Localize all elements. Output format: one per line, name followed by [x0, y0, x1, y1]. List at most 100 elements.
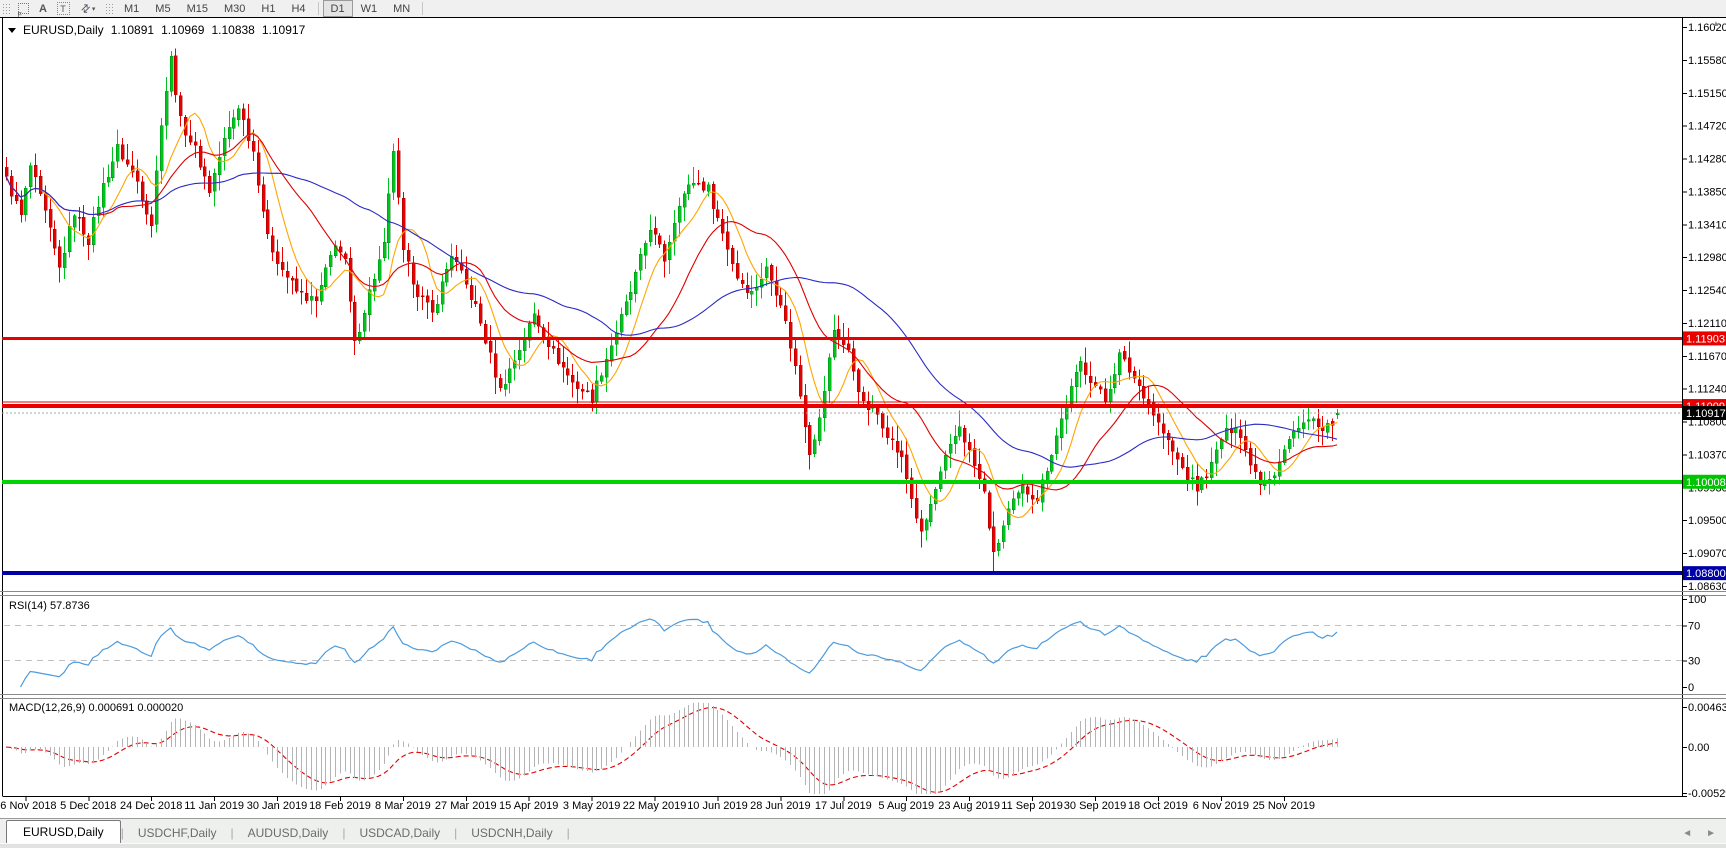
chart-dropdown-icon[interactable]: [8, 27, 16, 33]
rsi-axis-tick: 100: [1688, 594, 1706, 606]
ohlc-high: 1.10969: [161, 23, 205, 37]
text-a-tool-icon[interactable]: A: [39, 2, 47, 15]
price-axis-tick: 1.13850: [1688, 186, 1726, 198]
date-axis: 16 Nov 2018 5 Dec 2018 24 Dec 2018 11 Jan 2…: [0, 797, 1315, 812]
tabs-scroll-right-icon[interactable]: ►: [1706, 828, 1716, 839]
date-axis-label: 25 Nov 2019: [1253, 800, 1315, 812]
text-box-tool-icon[interactable]: T: [53, 1, 73, 16]
tabs-scroll-left-icon[interactable]: ◄: [1682, 828, 1693, 839]
date-axis-label: 11 Sep 2019: [1001, 800, 1063, 812]
macd-axis-tick: -0.005299: [1688, 788, 1726, 800]
macd-indicator-label: MACD(12,26,9) 0.000691 0.000020: [9, 702, 184, 714]
price-badge: 1.10008: [1683, 474, 1726, 489]
tab-separator: |: [230, 826, 234, 840]
chart-background: [0, 17, 1726, 818]
timeframe-button-m15[interactable]: M15: [186, 2, 208, 15]
ohlc-open: 1.10891: [110, 23, 155, 37]
price-badge: 1.11903: [1683, 331, 1726, 346]
date-axis-label: 10 Jun 2019: [687, 800, 748, 812]
tab-separator: |: [342, 826, 346, 840]
price-axis-tick: 1.15580: [1688, 55, 1726, 67]
window-resize-strip: [0, 843, 1726, 848]
symbol-tab-bar: EURUSD,Daily | USDCHF,Daily | AUDUSD,Daily | U…: [0, 818, 1726, 844]
price-axis-tick: 1.15150: [1688, 88, 1726, 100]
date-axis-label: 23 Aug 2019: [938, 800, 1000, 812]
date-axis-label: 30 Sep 2019: [1064, 800, 1126, 812]
chart-scroll-up-icon[interactable]: ▲: [1712, 19, 1720, 28]
price-axis: 1.16020 1.15580 1.15150 1.14720 1.14280 1.138…: [1683, 22, 1726, 593]
symbol-period-label: EURUSD,Daily: [23, 23, 104, 37]
toolbar: F A T ⇄ ▾ M1 M5 M15 M30 H1 H4 D1 W1 MN: [0, 0, 1726, 19]
symbol-tab-usdcnh[interactable]: USDCNH,Daily: [471, 826, 553, 840]
rsi-axis-tick: 0: [1688, 682, 1694, 694]
date-axis-label: 28 Jun 2019: [750, 800, 811, 812]
price-axis-tick: 1.08630: [1688, 581, 1726, 593]
timeframe-button-h1[interactable]: H1: [261, 2, 276, 15]
price-axis-tick: 1.11670: [1688, 351, 1726, 363]
date-axis-label: 8 Mar 2019: [375, 800, 431, 812]
ohlc-low: 1.10838: [211, 23, 255, 37]
symbol-tab-usdcad[interactable]: USDCAD,Daily: [359, 826, 441, 840]
date-axis-label: 18 Oct 2019: [1128, 800, 1188, 812]
colors-tool-icon[interactable]: ⇄ ▾: [78, 1, 96, 17]
rsi-pane: 100 70 30 0: [4, 594, 1706, 694]
tab-separator: |: [454, 826, 458, 840]
toolbar-grip[interactable]: [2, 2, 10, 15]
price-axis-tick: 1.12540: [1688, 285, 1726, 297]
date-axis-label: 27 Mar 2019: [435, 800, 497, 812]
date-axis-label: 3 May 2019: [563, 800, 620, 812]
price-axis-tick: 1.14280: [1688, 154, 1726, 166]
date-axis-label: 16 Nov 2018: [0, 800, 57, 812]
timeframe-button-m5[interactable]: M5: [155, 2, 171, 15]
symbol-tab-eurusd[interactable]: EURUSD,Daily: [6, 820, 121, 844]
date-axis-label: 6 Nov 2019: [1193, 800, 1249, 812]
timeframe-button-d1[interactable]: D1: [322, 0, 353, 17]
toolbar-separator: [422, 2, 424, 15]
tab-separator: |: [120, 826, 124, 840]
date-axis-label: 17 Jul 2019: [815, 800, 872, 812]
tab-separator: |: [566, 826, 570, 840]
rsi-axis-tick: 70: [1688, 620, 1700, 632]
price-badge: 1.08800: [1683, 566, 1726, 581]
horizontal-level-lines[interactable]: [2, 336, 1682, 576]
price-axis-tick: 1.16020: [1688, 22, 1726, 34]
date-axis-label: 5 Aug 2019: [878, 800, 934, 812]
macd-histogram: [11, 702, 1338, 794]
toolbar-separator: [317, 2, 319, 15]
date-axis-label: 22 May 2019: [623, 800, 687, 812]
price-axis-tick: 1.11240: [1688, 384, 1726, 396]
price-axis-tick: 1.09500: [1688, 515, 1726, 527]
chevron-down-icon: ▾: [91, 5, 96, 13]
timeframe-button-mn[interactable]: MN: [393, 2, 411, 15]
symbol-tab-audusd[interactable]: AUDUSD,Daily: [247, 826, 329, 840]
moving-average-8: [5, 112, 1338, 519]
chart-title: EURUSD,Daily 1.10891 1.10969 1.10838 1.1…: [8, 23, 305, 37]
date-axis-label: 24 Dec 2018: [120, 800, 182, 812]
svg-text:1.11903: 1.11903: [1686, 333, 1725, 345]
toolbar-grip-2[interactable]: [105, 2, 113, 15]
svg-text:1.10917: 1.10917: [1686, 408, 1726, 420]
date-axis-label: 30 Jan 2019: [247, 800, 308, 812]
macd-signal-line: [5, 706, 1338, 793]
price-axis-tick: 1.13410: [1688, 219, 1726, 231]
timeframe-button-m1[interactable]: M1: [124, 2, 140, 15]
date-axis-label: 15 Apr 2019: [499, 800, 558, 812]
price-badge: 1.10917: [1683, 406, 1726, 421]
macd-axis-tick: 0.00463: [1688, 702, 1726, 714]
moving-average-20: [5, 133, 1338, 491]
pane-separators[interactable]: [0, 591, 1726, 699]
symbol-tab-usdchf[interactable]: USDCHF,Daily: [137, 826, 217, 840]
timeframe-button-m30[interactable]: M30: [223, 2, 246, 15]
timeframe-button-h4[interactable]: H4: [291, 2, 306, 15]
marquee-f-tool-icon[interactable]: F: [13, 1, 33, 19]
moving-average-45: [5, 172, 1338, 468]
candlestick-series: [4, 48, 1340, 574]
price-axis-tick: 1.09070: [1688, 548, 1726, 560]
ohlc-close: 1.10917: [261, 23, 306, 37]
timeframe-button-w1[interactable]: W1: [360, 2, 378, 15]
date-axis-label: 11 Jan 2019: [184, 800, 244, 812]
chart-frame: [0, 17, 1726, 797]
date-axis-label: 18 Feb 2019: [309, 800, 371, 812]
